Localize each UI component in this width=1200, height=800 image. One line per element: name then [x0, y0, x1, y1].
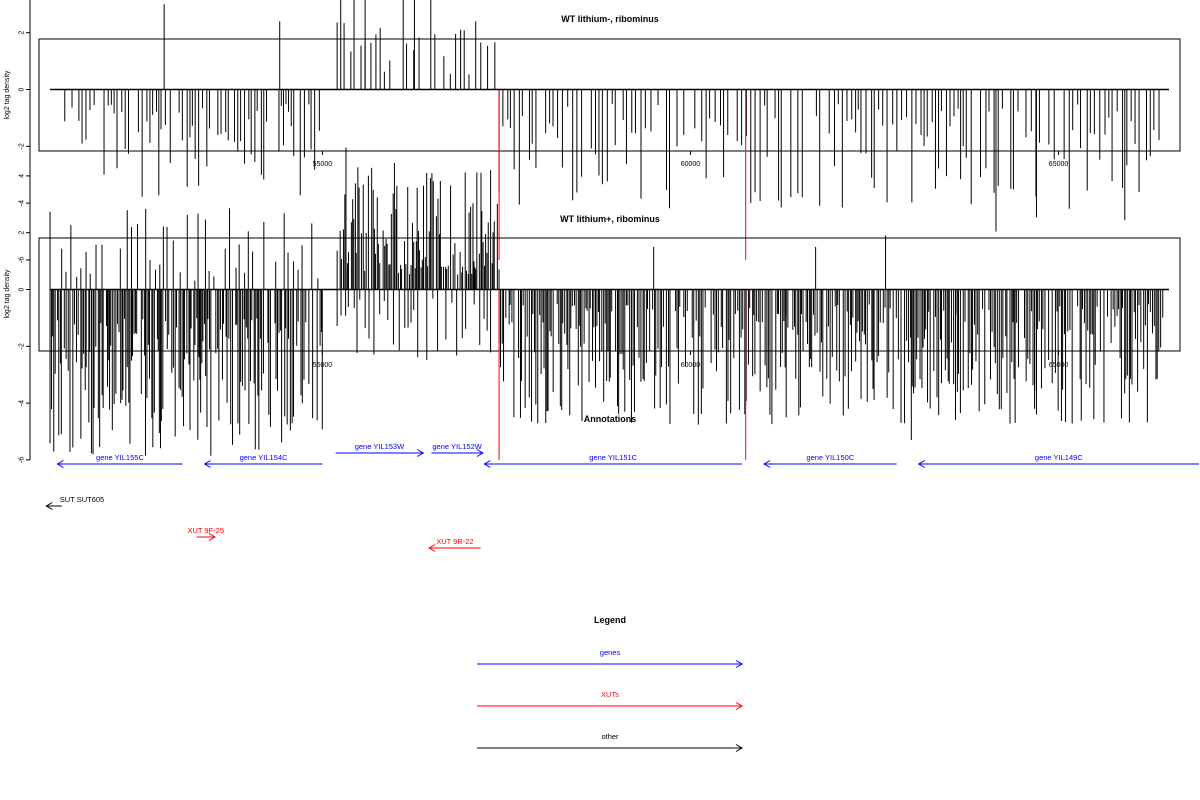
- y-tick-label: -4: [19, 200, 26, 206]
- arrow-head: [417, 449, 425, 457]
- arrow-head: [735, 744, 743, 752]
- annotation-gene[interactable]: gene YIL155C: [56, 453, 183, 468]
- annotation-features: gene YIL155C gene YIL154C gene YIL153W gene…: [45, 442, 1199, 552]
- annotation-label: gene YIL152W: [432, 442, 482, 451]
- legend-entry-gene: genes: [477, 648, 743, 668]
- legend-title: Legend: [594, 615, 626, 625]
- annotation-arrow: [203, 460, 323, 468]
- y-tick-label: 4: [19, 174, 26, 178]
- arrow-head: [476, 449, 484, 457]
- arrow-head: [208, 533, 216, 541]
- annotation-gene[interactable]: gene YIL152W: [431, 442, 484, 457]
- y-tick-label: -4: [19, 400, 26, 406]
- annotation-gene[interactable]: gene YIL150C: [763, 453, 897, 468]
- legend-label: other: [601, 732, 619, 741]
- y-axis-lithium-plus: 4 2 0 -2 -4 -6: [19, 174, 31, 463]
- y-tick-label: -6: [19, 257, 26, 263]
- annotation-label: gene YIL154C: [240, 453, 288, 462]
- arrow-head: [735, 702, 743, 710]
- arrow-head: [483, 460, 491, 468]
- annotations-panel: Annotations gene YIL155C gene YIL154Cgene…: [45, 414, 1199, 552]
- y-tick-label: -6: [19, 457, 26, 463]
- x-tick-label: 60000: [681, 161, 701, 168]
- legend-panel: Legend genes XUTs other: [477, 615, 743, 752]
- legend-entry-xut: XUTs: [477, 690, 743, 710]
- legend-label: XUTs: [601, 690, 619, 699]
- track-panel-lithium-plus: WT lithium+, ribominus log2 tag density …: [4, 147, 1181, 463]
- legend-arrow: [477, 744, 743, 752]
- annotation-label: XUT 9F-25: [187, 526, 224, 535]
- annotation-arrow: [483, 460, 743, 468]
- annotation-gene[interactable]: gene YIL151C: [483, 453, 743, 468]
- legend-arrow: [477, 702, 743, 710]
- annotation-label: gene YIL151C: [589, 453, 637, 462]
- bars-lithium-plus: [49, 147, 1169, 460]
- legend-arrow: [477, 660, 743, 668]
- arrow-head: [428, 544, 436, 552]
- annotation-arrow: [335, 449, 425, 457]
- annotation-label: SUT SUT605: [60, 495, 104, 504]
- annotation-xut[interactable]: XUT 9R-22: [428, 537, 481, 552]
- y-tick-label: 2: [19, 231, 26, 235]
- annotation-label: gene YIL155C: [96, 453, 144, 462]
- annotation-arrow: [428, 544, 481, 552]
- annotation-arrow: [431, 449, 484, 457]
- arrow-head: [735, 660, 743, 668]
- arrow-head: [917, 460, 925, 468]
- legend-label: genes: [600, 648, 621, 657]
- annotation-label: gene YIL153W: [355, 442, 405, 451]
- legend-entries: genes XUTs other: [477, 648, 743, 752]
- annotation-arrow: [763, 460, 897, 468]
- arrow-head: [45, 502, 53, 510]
- track-panel-lithium-minus: WT lithium-, ribominus log2 tag density …: [4, 0, 1181, 263]
- annotation-gene[interactable]: gene YIL153W: [335, 442, 425, 457]
- annotation-arrow: [45, 502, 62, 510]
- annotation-arrow: [917, 460, 1199, 468]
- annotation-label: gene YIL150C: [806, 453, 854, 462]
- y-tick-label: 0: [19, 87, 26, 91]
- annotation-arrow: [56, 460, 183, 468]
- y-axis-label-lithium-minus: log2 tag density: [4, 70, 11, 120]
- y-axis-lithium-minus: 4 2 0 -2 -4 -6: [19, 0, 31, 263]
- arrow-head: [763, 460, 771, 468]
- x-axis-lithium-minus: 55000 60000 65000: [313, 150, 1069, 168]
- annotations-title: Annotations: [584, 414, 637, 424]
- x-tick-label: 60000: [681, 362, 701, 369]
- arrow-head: [56, 460, 64, 468]
- annotation-gene[interactable]: gene YIL154C: [203, 453, 323, 468]
- annotation-xut[interactable]: XUT 9F-25: [187, 526, 224, 541]
- y-axis-label-lithium-plus: log2 tag density: [4, 269, 11, 319]
- y-tick-label: -2: [19, 343, 26, 349]
- y-tick-label: 0: [19, 287, 26, 291]
- annotation-label: XUT 9R-22: [436, 537, 473, 546]
- annotation-gene[interactable]: gene YIL149C: [917, 453, 1199, 468]
- x-tick-label: 65000: [1049, 161, 1069, 168]
- track-title-lithium-plus: WT lithium+, ribominus: [560, 214, 660, 224]
- annotation-arrow: [196, 533, 216, 541]
- arrow-head: [203, 460, 211, 468]
- x-tick-label: 55000: [313, 161, 333, 168]
- plot-frame-lithium-minus: [38, 38, 1181, 152]
- y-tick-label: -2: [19, 143, 26, 149]
- track-title-lithium-minus: WT lithium-, ribominus: [561, 14, 659, 24]
- legend-entry-other: other: [477, 732, 743, 752]
- annotation-label: gene YIL149C: [1035, 453, 1083, 462]
- annotation-other[interactable]: SUT SUT605: [45, 495, 104, 510]
- y-tick-label: 2: [19, 31, 26, 35]
- bars-lithium-minus: [50, 0, 1169, 260]
